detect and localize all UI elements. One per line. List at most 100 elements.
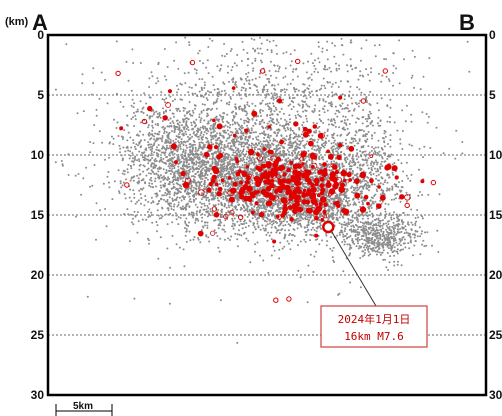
event-point xyxy=(189,198,192,201)
event-point xyxy=(220,143,223,146)
event-point xyxy=(128,196,131,199)
event-point xyxy=(182,208,185,211)
event-point xyxy=(142,133,145,136)
event-point xyxy=(199,177,202,180)
event-point xyxy=(220,160,223,163)
event-point xyxy=(189,149,191,151)
event-point xyxy=(287,128,290,131)
event-point xyxy=(341,215,344,218)
event-point xyxy=(202,147,204,150)
event-point xyxy=(234,207,237,210)
event-point xyxy=(237,163,240,166)
event-point xyxy=(187,173,190,176)
event-point xyxy=(156,133,159,136)
event-point xyxy=(251,217,254,220)
event-point xyxy=(140,202,142,205)
event-point xyxy=(230,148,233,151)
event-point xyxy=(326,198,329,201)
event-point xyxy=(374,200,377,203)
event-point xyxy=(236,140,238,143)
event-point xyxy=(299,140,302,143)
event-point xyxy=(250,178,253,181)
event-point xyxy=(206,215,209,218)
event-point xyxy=(210,131,213,134)
event-point xyxy=(168,167,171,170)
event-point xyxy=(156,193,159,196)
event-point xyxy=(184,220,187,223)
event-point xyxy=(245,119,247,122)
event-point xyxy=(232,171,235,174)
event-point xyxy=(138,160,141,163)
event-point xyxy=(255,164,258,167)
event-point xyxy=(379,199,382,202)
event-point xyxy=(269,134,272,137)
event-point xyxy=(294,219,297,222)
event-point xyxy=(228,206,231,209)
event-point xyxy=(289,53,292,56)
event-point xyxy=(165,138,168,141)
event-point xyxy=(186,178,189,181)
event-point xyxy=(288,141,291,144)
event-point xyxy=(189,133,192,136)
event-point xyxy=(324,144,327,147)
event-point xyxy=(160,158,163,161)
event-point xyxy=(149,178,152,181)
event-point xyxy=(324,178,327,181)
event-point xyxy=(245,163,248,166)
event-point xyxy=(112,143,115,146)
event-point xyxy=(221,203,224,206)
event-point xyxy=(232,222,234,225)
event-point xyxy=(138,168,141,171)
event-point xyxy=(227,237,230,240)
event-point xyxy=(190,124,193,127)
event-point xyxy=(195,217,198,220)
event-point xyxy=(190,180,193,183)
event-point xyxy=(301,137,304,140)
event-point xyxy=(295,133,298,136)
event-point xyxy=(268,222,271,225)
event-point xyxy=(218,136,221,139)
event-point xyxy=(174,163,177,166)
event-point xyxy=(270,97,273,100)
event-point xyxy=(208,167,211,170)
event-point xyxy=(347,204,350,207)
event-point xyxy=(375,161,378,164)
event-point xyxy=(229,168,232,170)
event-point xyxy=(133,159,136,162)
event-point xyxy=(146,168,149,171)
event-point xyxy=(196,131,199,134)
event-point xyxy=(217,227,220,230)
event-point xyxy=(198,211,201,214)
event-point xyxy=(175,214,178,217)
event-point xyxy=(212,188,215,191)
event-point xyxy=(304,230,307,233)
event-point xyxy=(130,146,133,149)
event-point xyxy=(317,147,320,150)
event-point xyxy=(352,203,355,206)
event-point xyxy=(193,236,196,238)
event-point xyxy=(244,226,247,229)
event-point xyxy=(187,225,190,227)
event-point xyxy=(302,62,305,65)
event-point xyxy=(207,196,209,199)
event-point xyxy=(179,178,182,181)
event-point xyxy=(255,157,258,160)
event-point xyxy=(226,120,228,123)
event-point xyxy=(176,145,179,148)
event-point xyxy=(224,92,227,95)
event-point xyxy=(261,224,264,227)
event-point xyxy=(223,131,226,134)
event-point xyxy=(313,140,316,142)
event-point xyxy=(202,155,205,158)
event-point xyxy=(263,155,266,158)
event-point xyxy=(274,226,277,228)
event-point xyxy=(309,176,312,179)
event-point xyxy=(201,138,204,141)
event-point xyxy=(189,168,192,171)
event-point xyxy=(231,208,234,211)
event-point xyxy=(236,54,239,56)
event-point xyxy=(225,131,228,134)
event-point xyxy=(191,150,194,153)
event-point xyxy=(177,123,180,126)
event-point xyxy=(126,146,129,149)
